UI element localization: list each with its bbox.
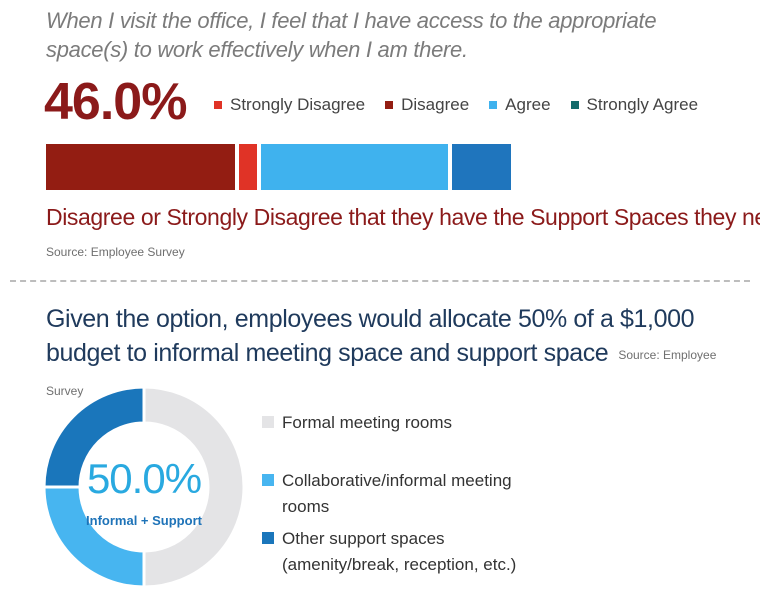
bar-legend: Strongly Disagree Disagree Agree Strongl… bbox=[214, 95, 718, 115]
legend-label: Strongly Agree bbox=[586, 95, 699, 114]
stacked-bar-chart bbox=[46, 144, 646, 192]
section-divider bbox=[10, 280, 750, 282]
survey-question: When I visit the office, I feel that I h… bbox=[46, 8, 657, 62]
donut-slice-1 bbox=[142, 387, 244, 587]
donut-slice-3 bbox=[44, 387, 146, 489]
legend-item-disagree: Disagree bbox=[385, 95, 469, 115]
legend-item-agree: Agree bbox=[489, 95, 551, 115]
legend-label: Disagree bbox=[401, 95, 470, 114]
bar-segment-agree bbox=[260, 144, 449, 190]
source-note: Source: Employee Survey bbox=[46, 348, 717, 398]
legend-swatch bbox=[214, 101, 222, 109]
legend-swatch bbox=[489, 101, 498, 109]
disagree-headline: Disagree or Strongly Disagree that they … bbox=[46, 204, 760, 230]
legend-label: Formal meeting rooms bbox=[282, 413, 453, 432]
legend-item-strongly-disagree: Strongly Disagree bbox=[214, 95, 365, 115]
budget-title: Given the option, employees would alloca… bbox=[46, 302, 736, 408]
legend-item-collaborative: Collaborative/informal meeting rooms bbox=[262, 468, 542, 520]
legend-swatch bbox=[262, 416, 274, 428]
legend-item-formal: Formal meeting rooms bbox=[262, 410, 542, 436]
legend-swatch bbox=[570, 101, 579, 109]
budget-title-text: Given the option, employees would alloca… bbox=[46, 305, 695, 367]
bar-segment-strongly-agree bbox=[452, 144, 512, 190]
legend-item-strongly-agree: Strongly Agree bbox=[570, 95, 699, 115]
bar-segment-disagree bbox=[46, 144, 235, 190]
legend-swatch bbox=[385, 101, 394, 109]
bar-segment-strongly-disagree bbox=[238, 144, 257, 190]
legend-item-support: Other support spaces (amenity/break, rec… bbox=[262, 526, 542, 578]
donut-center-label: Informal + Support bbox=[86, 513, 202, 528]
legend-label: Collaborative/informal meeting rooms bbox=[282, 471, 512, 516]
headline-percent: 46.0% bbox=[44, 73, 187, 131]
legend-swatch bbox=[262, 532, 274, 544]
legend-swatch bbox=[262, 474, 274, 486]
donut-center-value: 50.0% bbox=[86, 455, 202, 502]
legend-label: Other support spaces (amenity/break, rec… bbox=[282, 529, 517, 574]
donut-chart bbox=[44, 387, 244, 587]
source-note: Source: Employee Survey bbox=[46, 245, 185, 259]
legend-label: Strongly Disagree bbox=[230, 95, 366, 114]
legend-label: Agree bbox=[505, 95, 551, 114]
